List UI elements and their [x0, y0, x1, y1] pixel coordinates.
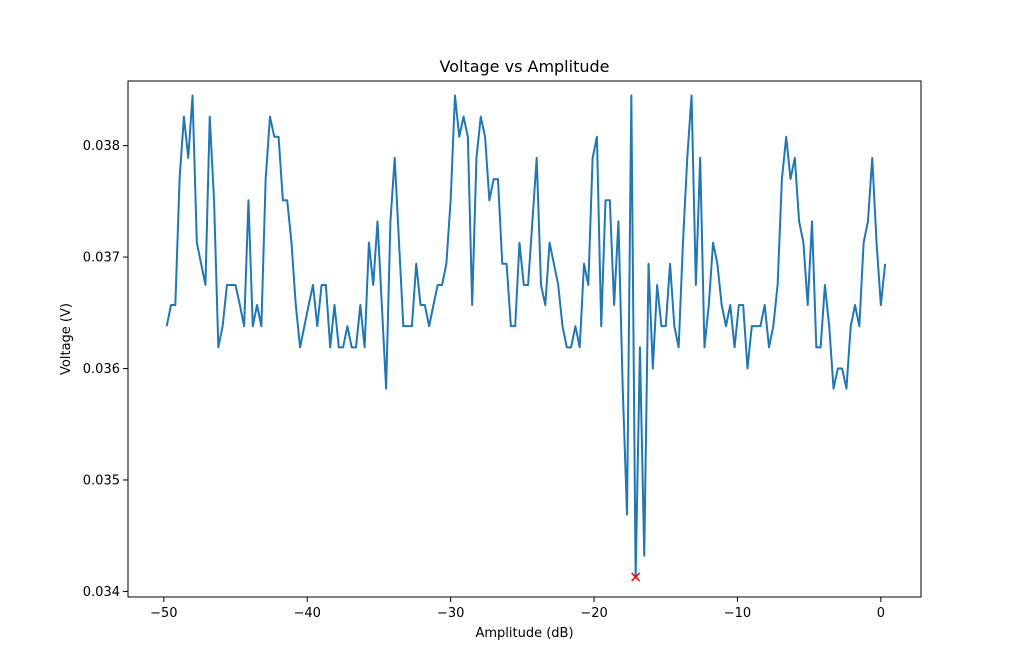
x-tick-label: −10: [724, 606, 751, 621]
y-tick-label: 0.038: [83, 139, 120, 154]
x-tick-label: −40: [294, 606, 321, 621]
min-marker-group: [631, 572, 641, 582]
y-tick-label: 0.036: [83, 362, 120, 377]
x-axis-label: Amplitude (dB): [475, 626, 573, 641]
x-axis: −50 −40 −30 −20 −10 0: [150, 597, 885, 621]
min-point-marker: [631, 572, 641, 582]
y-tick-label: 0.035: [83, 473, 120, 488]
x-tick-label: −50: [150, 606, 177, 621]
x-tick-label: −20: [580, 606, 607, 621]
y-axis: 0.034 0.035 0.036 0.037 0.038: [83, 139, 128, 600]
y-tick-label: 0.037: [83, 251, 120, 266]
plot-area: [165, 94, 887, 578]
axes-frame: [127, 80, 922, 598]
y-tick-label: 0.034: [83, 585, 120, 600]
x-tick-label: −30: [437, 606, 464, 621]
y-axis-label: Voltage (V): [59, 303, 74, 375]
series-line: [165, 94, 887, 578]
chart-title: Voltage vs Amplitude: [440, 57, 610, 76]
x-tick-label: 0: [877, 606, 885, 621]
